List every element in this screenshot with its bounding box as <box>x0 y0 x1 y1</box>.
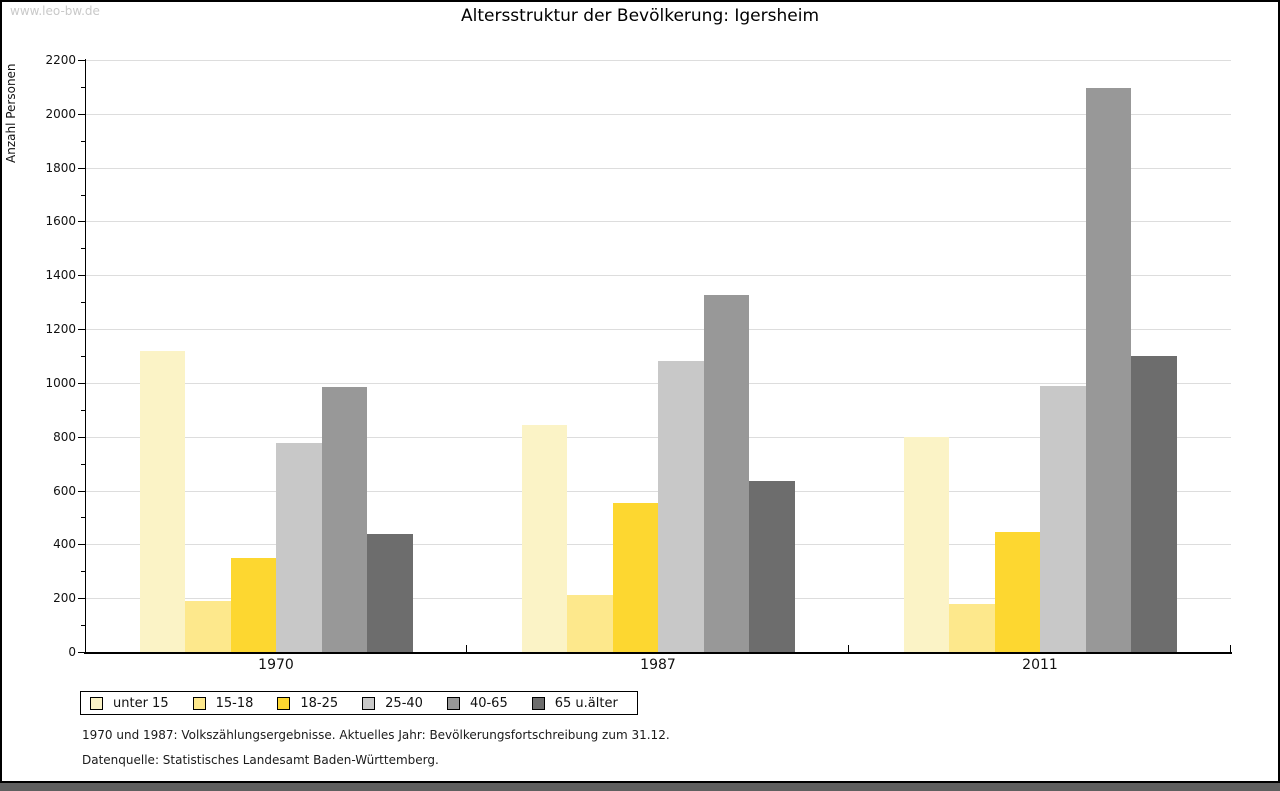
bar-1970-25-40 <box>276 443 322 652</box>
y-minor-tick <box>81 463 85 465</box>
bar-1987-15-18 <box>567 595 613 652</box>
legend-item-unter-15: unter 15 <box>90 696 169 711</box>
bar-2011-40-65 <box>1085 88 1131 652</box>
y-major-tick <box>78 598 85 600</box>
y-major-tick <box>78 652 85 653</box>
y-tick-label: 1400 <box>45 268 76 283</box>
y-minor-tick <box>81 409 85 411</box>
x-category-label: 1970 <box>258 657 294 673</box>
gridline-2200 <box>85 60 1231 61</box>
y-tick-label: 1600 <box>45 214 76 229</box>
x-category-label: 2011 <box>1022 657 1058 673</box>
y-major-tick <box>78 544 85 546</box>
legend-label: 65 u.älter <box>554 695 618 711</box>
legend-swatch <box>277 696 291 710</box>
gridline-2000 <box>85 113 1231 115</box>
footnote-source-note: 1970 und 1987: Volkszählungsergebnisse. … <box>82 728 670 742</box>
bar-1970-unter-15 <box>139 350 185 652</box>
y-tick-label: 1000 <box>45 375 76 390</box>
y-major-tick <box>78 490 85 492</box>
y-minor-tick <box>81 356 85 357</box>
bar-1987-25-40 <box>658 361 704 652</box>
y-minor-tick <box>81 517 85 519</box>
gridline-1200 <box>85 329 1231 331</box>
legend-item-65-u-lter: 65 u.älter <box>531 695 618 711</box>
bar-1987-18-25 <box>612 502 658 652</box>
bar-2011-15-18 <box>949 603 995 652</box>
y-minor-tick <box>81 140 85 142</box>
legend-label: 25-40 <box>385 695 423 711</box>
y-axis-title: Anzahl Personen <box>4 63 18 163</box>
legend-label: 15-18 <box>215 695 254 711</box>
y-tick-label: 2200 <box>45 53 76 67</box>
y-tick-label: 0 <box>68 645 76 659</box>
y-tick-label: 800 <box>53 429 76 444</box>
legend-label: 18-25 <box>300 695 339 711</box>
y-major-tick <box>78 329 85 331</box>
bar-1970-15-18 <box>185 600 231 652</box>
bar-2011-unter-15 <box>903 436 949 652</box>
chart-title: Altersstruktur der Bevölkerung: Igershei… <box>460 6 820 26</box>
y-minor-tick <box>81 86 85 88</box>
legend-item-18-25: 18-25 <box>277 696 338 711</box>
y-major-tick <box>78 60 85 61</box>
y-major-tick <box>78 436 85 438</box>
legend-label: unter 15 <box>113 695 169 711</box>
legend-item-15-18: 15-18 <box>192 695 254 711</box>
x-category-label: 1987 <box>640 657 676 673</box>
x-axis-line <box>84 652 1232 654</box>
legend-swatch <box>192 696 206 710</box>
bar-2011-65-u-lter <box>1131 356 1177 652</box>
x-boundary-tick <box>1230 645 1231 652</box>
footnote-datasource: Datenquelle: Statistisches Landesamt Bad… <box>82 753 439 767</box>
legend-swatch <box>90 696 103 710</box>
legend-item-40-65: 40-65 <box>446 695 508 711</box>
y-major-tick <box>78 167 85 169</box>
y-major-tick <box>78 275 85 277</box>
bar-1987-65-u-lter <box>749 481 795 652</box>
gridline-1600 <box>85 221 1231 223</box>
legend-item-25-40: 25-40 <box>362 696 423 711</box>
legend-swatch <box>362 696 376 710</box>
y-major-tick <box>78 221 85 223</box>
bar-1970-18-25 <box>230 557 276 652</box>
legend-swatch <box>446 696 460 710</box>
y-tick-label: 200 <box>53 591 76 606</box>
gridline-1800 <box>85 167 1231 169</box>
y-tick-label: 2000 <box>45 106 76 121</box>
y-minor-tick <box>81 194 85 196</box>
y-tick-label: 1200 <box>45 322 76 337</box>
bottom-edge-strip <box>0 783 1280 791</box>
y-major-tick <box>78 113 85 115</box>
y-minor-tick <box>81 625 85 627</box>
x-boundary-tick <box>848 645 849 652</box>
bar-1970-40-65 <box>321 386 367 652</box>
bar-1987-unter-15 <box>521 424 567 652</box>
y-minor-tick <box>81 302 85 304</box>
bar-1970-65-u-lter <box>367 533 413 652</box>
bar-2011-25-40 <box>1040 385 1086 652</box>
y-tick-label: 1800 <box>45 160 76 175</box>
legend-swatch <box>531 696 545 710</box>
bar-2011-18-25 <box>994 532 1040 652</box>
y-tick-label: 600 <box>53 483 76 498</box>
y-major-tick <box>78 382 85 384</box>
watermark-leo-bw: www.leo-bw.de <box>10 4 100 18</box>
legend: unter 15 15-18 18-25 25-40 40-65 65 u.älter <box>80 691 638 715</box>
bar-1987-40-65 <box>703 295 749 652</box>
x-boundary-tick <box>466 645 467 652</box>
gridline-1400 <box>85 275 1231 277</box>
y-axis-line <box>85 59 86 653</box>
legend-label: 40-65 <box>469 695 508 711</box>
y-minor-tick <box>81 571 85 573</box>
y-tick-label: 400 <box>53 537 76 552</box>
y-minor-tick <box>81 248 85 250</box>
